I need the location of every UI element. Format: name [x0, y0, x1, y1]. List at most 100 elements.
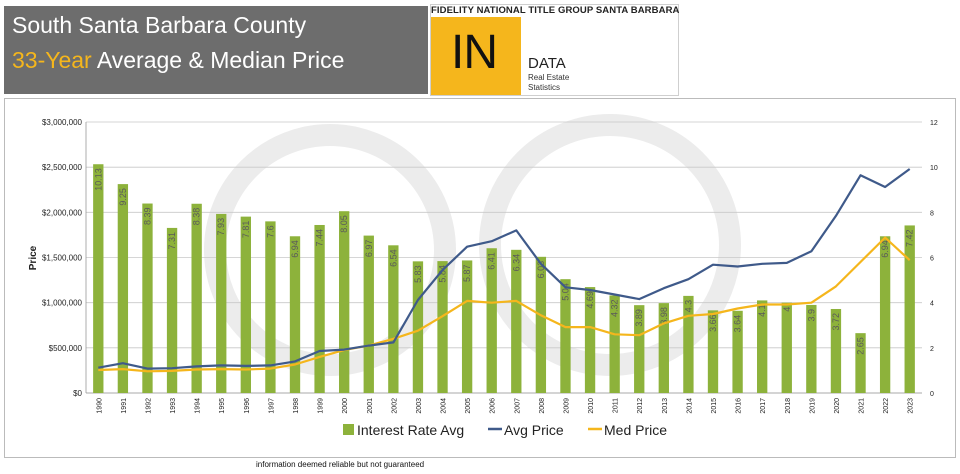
x-tick-label: 2012 [637, 398, 644, 414]
legend-label: Interest Rate Avg [357, 422, 464, 438]
interest-rate-label: 2.65 [856, 337, 866, 355]
x-tick-label: 1997 [268, 398, 275, 414]
interest-rate-label: 6.94 [880, 240, 890, 258]
x-tick-label: 2023 [908, 398, 915, 414]
interest-rate-label: 6.97 [364, 240, 374, 258]
interest-rate-label: 4.1 [757, 304, 767, 317]
interest-rate-bar [240, 216, 251, 393]
interest-rate-bar [142, 203, 153, 393]
y-tick-label: $2,500,000 [42, 163, 83, 172]
interest-rate-bar [830, 308, 842, 393]
x-tick-label: 1992 [145, 398, 152, 414]
interest-rate-label: 3.89 [634, 309, 644, 327]
interest-rate-bar [363, 235, 374, 393]
interest-rate-bar [191, 203, 202, 393]
interest-rate-bar [93, 164, 104, 393]
brand-yellow-block [431, 17, 521, 95]
interest-rate-bar [707, 310, 719, 393]
interest-rate-bar [757, 300, 768, 393]
title-line-2: 33-Year Average & Median Price [12, 47, 344, 74]
interest-rate-label: 8.38 [192, 208, 202, 226]
brand-data-text: DATA [528, 55, 566, 72]
interest-rate-bar [314, 224, 325, 393]
interest-rate-bar [166, 227, 178, 393]
interest-rate-label: 7.93 [216, 218, 226, 236]
interest-rate-bar [117, 184, 129, 393]
interest-rate-bar [289, 236, 301, 393]
x-tick-label: 2005 [465, 398, 472, 414]
brand-in-text: IN [451, 26, 498, 79]
interest-rate-bar [879, 236, 891, 393]
interest-rate-label: 4 [782, 307, 792, 312]
title-rest: Average & Median Price [91, 47, 345, 73]
x-tick-label: 1996 [244, 398, 251, 414]
interest-rate-label: 3.64 [733, 315, 743, 333]
x-tick-label: 2021 [859, 398, 866, 414]
interest-rate-bar [634, 305, 645, 393]
x-tick-label: 2019 [809, 398, 816, 414]
brand-company: FIDELITY NATIONAL TITLE GROUP SANTA BARB… [431, 5, 680, 16]
interest-rate-bar [732, 310, 743, 393]
interest-rate-bar [339, 211, 350, 393]
interest-rate-label: 4.32 [610, 299, 620, 317]
interest-rate-bar [461, 260, 473, 393]
watermark-circle-left [204, 124, 456, 376]
interest-rate-bar [388, 245, 399, 393]
x-tick-label: 2001 [367, 398, 374, 414]
interest-rate-label: 3.72 [831, 313, 841, 331]
title-accent: 33-Year [12, 47, 92, 73]
interest-rate-bar [609, 295, 620, 393]
y-tick-label: $3,000,000 [42, 118, 83, 127]
interest-rate-label: 7.6 [265, 225, 275, 238]
interest-rate-bar [683, 295, 694, 393]
interest-rate-label: 7.42 [905, 229, 915, 247]
x-tick-label: 2002 [391, 398, 398, 414]
x-tick-label: 2006 [490, 398, 497, 414]
interest-rate-label: 9.25 [118, 188, 128, 206]
x-tick-label: 2016 [736, 398, 743, 414]
interest-rate-label: 3.98 [659, 307, 669, 325]
interest-rate-label: 6.03 [536, 261, 546, 279]
footnote: information deemed reliable but not guar… [256, 460, 425, 469]
x-tick-label: 1999 [318, 398, 325, 414]
x-tick-label: 2020 [834, 398, 841, 414]
interest-rate-bar [412, 261, 424, 393]
x-tick-label: 1998 [293, 398, 300, 414]
x-tick-label: 2008 [539, 398, 546, 414]
interest-rate-bar [486, 248, 497, 393]
interest-rate-label: 5.87 [462, 264, 472, 282]
chart-frame [4, 98, 956, 458]
avg-price-line [98, 168, 911, 370]
interest-rate-bar [806, 304, 817, 393]
interest-rate-label: 7.31 [167, 232, 177, 250]
y2-tick-label: 12 [930, 120, 938, 127]
title-line-1: South Santa Barbara County [12, 12, 307, 38]
interest-rate-label: 5.83 [413, 265, 423, 283]
y-tick-label: $0 [73, 389, 82, 398]
interest-rate-bar [904, 225, 915, 393]
y2-tick-label: 10 [930, 165, 938, 172]
y-tick-label: $2,000,000 [42, 208, 83, 217]
interest-rate-bar [584, 287, 596, 393]
brand-logo: FIDELITY NATIONAL TITLE GROUP SANTA BARB… [430, 4, 679, 96]
interest-rate-label: 8.05 [339, 215, 349, 233]
y2-tick-label: 2 [930, 346, 934, 353]
interest-rate-label: 10.13 [93, 168, 103, 191]
interest-rate-label: 8.39 [142, 208, 152, 226]
interest-rate-label: 6.41 [487, 252, 497, 270]
x-tick-label: 1995 [219, 398, 226, 414]
interest-rate-label: 5.04 [560, 283, 570, 301]
y-axis-title: Price [28, 245, 39, 270]
interest-rate-label: 7.44 [315, 229, 325, 247]
x-tick-label: 2004 [441, 398, 448, 414]
legend-swatch [343, 424, 354, 435]
x-tick-label: 2014 [686, 398, 693, 414]
x-tick-label: 2003 [416, 398, 423, 414]
interest-rate-bar [511, 249, 522, 393]
x-tick-label: 1993 [170, 398, 177, 414]
interest-rate-bar [437, 261, 448, 393]
y-tick-label: $500,000 [49, 344, 83, 353]
x-tick-label: 2000 [342, 398, 349, 414]
interest-rate-label: 6.94 [290, 240, 300, 258]
interest-rate-bar [535, 256, 547, 393]
